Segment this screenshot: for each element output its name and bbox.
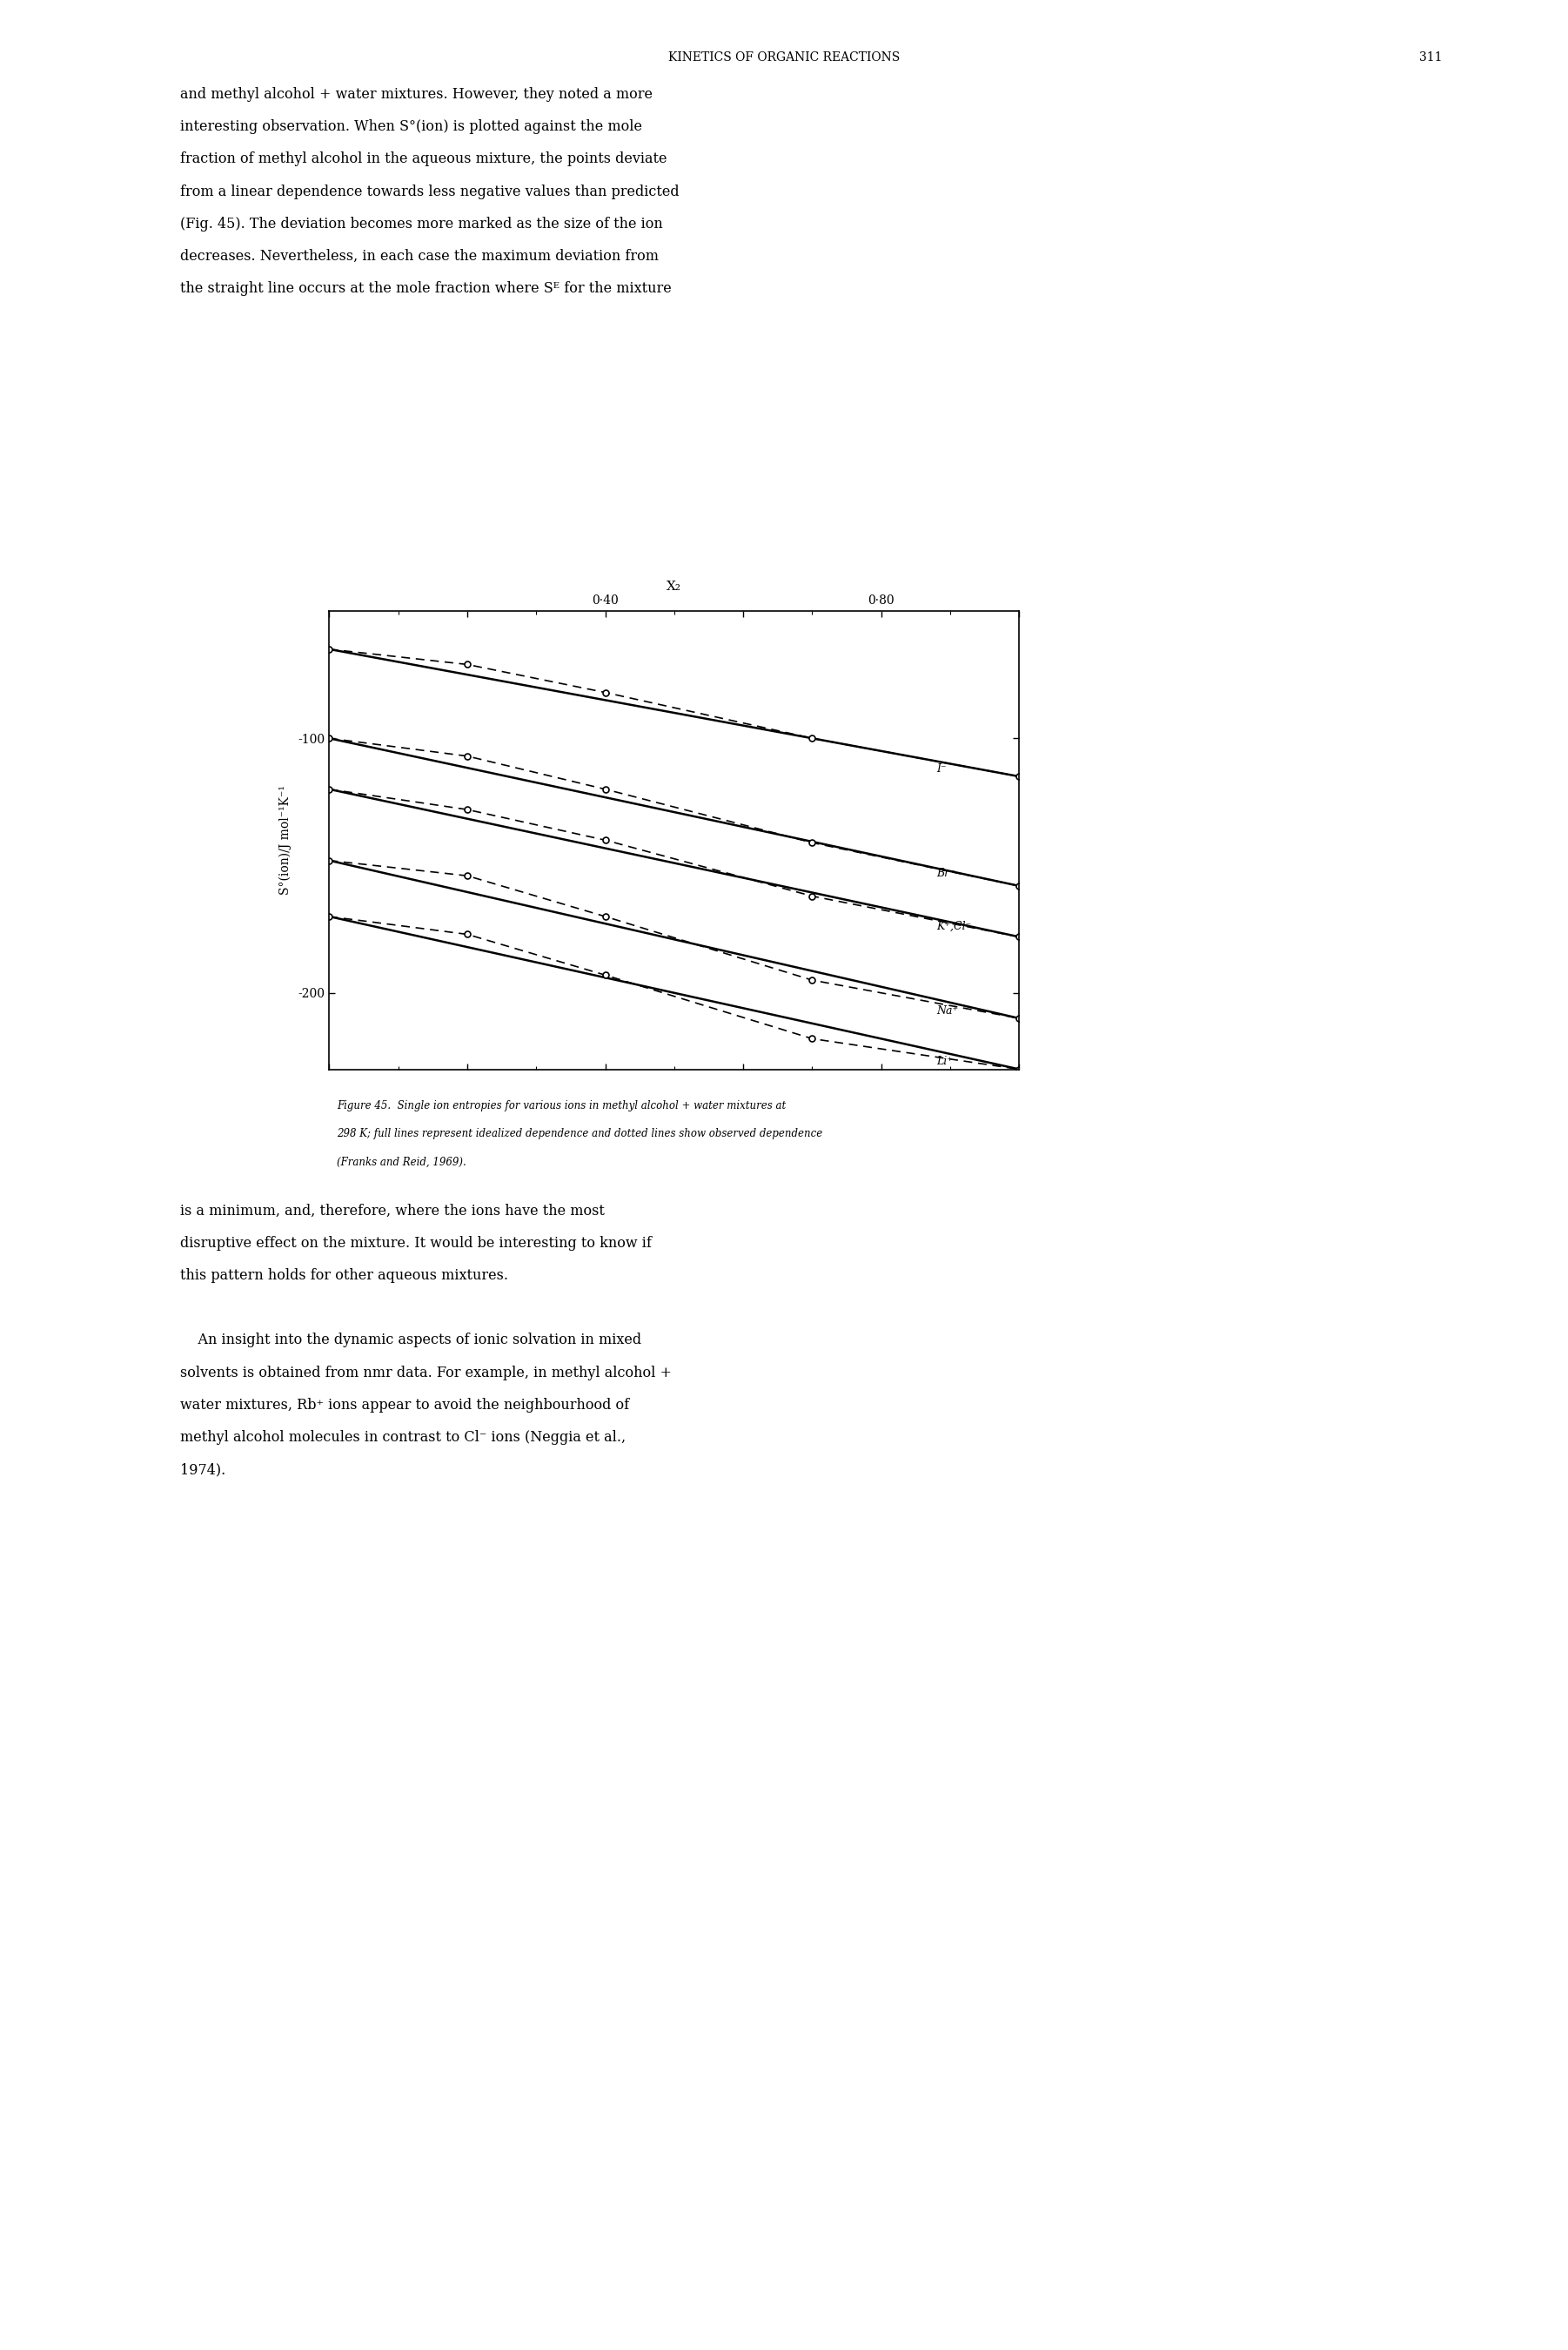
Text: water mixtures, Rb⁺ ions appear to avoid the neighbourhood of: water mixtures, Rb⁺ ions appear to avoid…	[180, 1398, 629, 1412]
Text: decreases. Nevertheless, in each case the maximum deviation from: decreases. Nevertheless, in each case th…	[180, 249, 659, 263]
Text: Br⁻: Br⁻	[936, 867, 955, 879]
Text: (Franks and Reid, 1969).: (Franks and Reid, 1969).	[337, 1156, 467, 1168]
Text: disruptive effect on the mixture. It would be interesting to know if: disruptive effect on the mixture. It wou…	[180, 1236, 652, 1250]
Text: (Fig. 45). The deviation becomes more marked as the size of the ion: (Fig. 45). The deviation becomes more ma…	[180, 216, 663, 230]
Text: I⁻: I⁻	[936, 764, 947, 776]
Text: 311: 311	[1419, 52, 1443, 63]
Text: An insight into the dynamic aspects of ionic solvation in mixed: An insight into the dynamic aspects of i…	[180, 1332, 641, 1347]
Text: is a minimum, and, therefore, where the ions have the most: is a minimum, and, therefore, where the …	[180, 1203, 605, 1217]
Y-axis label: S°(ion)/J mol⁻¹K⁻¹: S°(ion)/J mol⁻¹K⁻¹	[279, 785, 292, 895]
Text: fraction of methyl alcohol in the aqueous mixture, the points deviate: fraction of methyl alcohol in the aqueou…	[180, 153, 666, 167]
Text: Figure 45.  Single ion entropies for various ions in methyl alcohol + water mixt: Figure 45. Single ion entropies for vari…	[337, 1100, 786, 1112]
Text: 1974).: 1974).	[180, 1462, 226, 1478]
Text: KINETICS OF ORGANIC REACTIONS: KINETICS OF ORGANIC REACTIONS	[668, 52, 900, 63]
X-axis label: X₂: X₂	[666, 580, 682, 592]
Text: Na⁺: Na⁺	[936, 1006, 958, 1015]
Text: this pattern holds for other aqueous mixtures.: this pattern holds for other aqueous mix…	[180, 1269, 508, 1283]
Text: 298 K; full lines represent idealized dependence and dotted lines show observed : 298 K; full lines represent idealized de…	[337, 1128, 823, 1140]
Text: and methyl alcohol + water mixtures. However, they noted a more: and methyl alcohol + water mixtures. How…	[180, 87, 652, 101]
Text: interesting observation. When S°(ion) is plotted against the mole: interesting observation. When S°(ion) is…	[180, 120, 643, 134]
Text: solvents is obtained from nmr data. For example, in methyl alcohol +: solvents is obtained from nmr data. For …	[180, 1365, 673, 1379]
Text: from a linear dependence towards less negative values than predicted: from a linear dependence towards less ne…	[180, 183, 679, 200]
Text: methyl alcohol molecules in contrast to Cl⁻ ions (Neggia et al.,: methyl alcohol molecules in contrast to …	[180, 1431, 626, 1445]
Text: Li⁺: Li⁺	[936, 1055, 953, 1067]
Text: the straight line occurs at the mole fraction where Sᴱ for the mixture: the straight line occurs at the mole fra…	[180, 282, 671, 296]
Text: K⁺,Cl⁻: K⁺,Cl⁻	[936, 921, 972, 933]
